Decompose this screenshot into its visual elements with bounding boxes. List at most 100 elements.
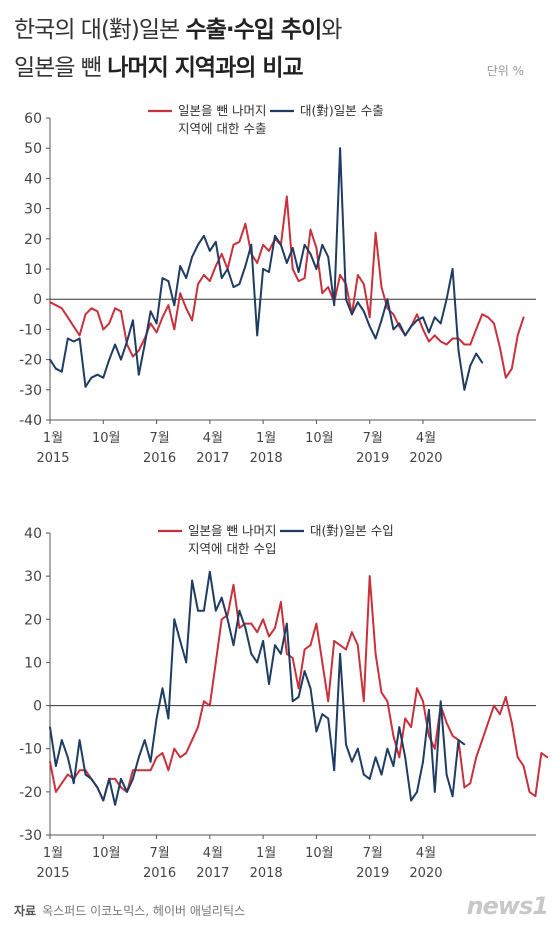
data-point (422, 700, 424, 703)
data-point (481, 313, 484, 316)
data-point (120, 358, 122, 361)
data-point (90, 307, 93, 310)
data-point (463, 786, 466, 789)
data-point (66, 756, 69, 759)
data-point (185, 661, 188, 664)
data-point (297, 280, 300, 282)
data-point (132, 778, 134, 780)
data-point (309, 644, 312, 647)
data-point (416, 791, 418, 793)
data-point (386, 298, 389, 301)
data-point (179, 292, 182, 295)
data-point (78, 334, 81, 337)
legend-label-line2: 지역에 대한 수출 (178, 121, 266, 136)
data-point (78, 739, 81, 741)
x-tick-label: 7월 (149, 431, 169, 446)
data-point (262, 243, 264, 246)
data-point (155, 322, 158, 325)
data-point (114, 343, 116, 346)
data-point (303, 648, 306, 651)
data-point (185, 752, 188, 754)
y-tick-label: 0 (33, 699, 42, 715)
data-point (321, 292, 324, 295)
data-point (540, 752, 543, 754)
data-point (315, 247, 318, 249)
data-point (380, 286, 383, 288)
data-point (60, 782, 63, 785)
import-chart: -30 -20 -10 0 10 20 30 40 1월 2015 10월 7월 2016 4월 2017 1… (19, 523, 549, 881)
data-point (185, 277, 188, 279)
data-point (439, 700, 442, 703)
data-point (173, 304, 176, 307)
data-point (49, 301, 51, 304)
data-point (226, 268, 229, 270)
data-point (504, 696, 507, 698)
x-tick-label: 10월 (92, 846, 121, 861)
y-tick-label: 40 (24, 171, 42, 187)
legend-label-line2: 지역에 대한 수입 (188, 541, 276, 556)
data-point (285, 652, 288, 655)
data-point (368, 575, 371, 577)
y-tick-label: 10 (24, 655, 42, 671)
data-point (84, 773, 87, 776)
data-point (78, 769, 81, 772)
data-point (90, 376, 93, 379)
data-point (291, 700, 294, 703)
x-year-label: 2019 (356, 451, 389, 466)
y-tick-label: 30 (24, 569, 42, 585)
x-tick-label: 1월 (256, 431, 276, 446)
y-tick-label: 20 (24, 232, 42, 248)
data-point (232, 583, 235, 586)
data-point (327, 717, 330, 720)
data-point (173, 747, 176, 750)
data-point (108, 358, 111, 361)
data-point (250, 243, 253, 246)
data-point (433, 747, 436, 750)
data-point (78, 337, 81, 340)
data-point (445, 773, 448, 776)
data-point (333, 640, 336, 642)
data-point (433, 334, 436, 337)
source-label: 자료 (14, 904, 37, 918)
data-point (374, 756, 377, 759)
data-point (66, 337, 69, 340)
data-point (96, 310, 99, 313)
data-point (457, 349, 460, 352)
data-point (262, 640, 264, 642)
data-point (291, 657, 294, 659)
data-point (250, 652, 253, 655)
data-point (463, 343, 466, 346)
data-point (268, 271, 270, 273)
x-tick-label: 4월 (416, 431, 436, 446)
data-point (451, 795, 454, 798)
data-point (291, 268, 294, 270)
data-point (475, 756, 478, 759)
y-tick-label: -10 (19, 322, 42, 338)
data-point (339, 652, 341, 655)
data-point (392, 328, 395, 331)
legend-label: 일본을 뺀 나머지 (178, 103, 266, 118)
data-point (309, 687, 312, 690)
data-point (197, 726, 199, 728)
data-point (238, 627, 241, 629)
data-point (327, 256, 330, 258)
x-tick-label: 4월 (203, 431, 223, 446)
data-point (368, 325, 371, 328)
series-line-other-regions (49, 195, 525, 379)
data-point (203, 609, 205, 612)
y-tick-label: 10 (24, 262, 42, 278)
data-point (72, 782, 75, 785)
data-point (185, 307, 188, 310)
data-point (167, 304, 170, 307)
data-point (309, 253, 312, 255)
data-point (351, 760, 353, 763)
data-point (469, 364, 472, 367)
data-point (268, 635, 270, 638)
data-point (84, 385, 87, 388)
data-point (102, 376, 105, 379)
y-tick-label: 0 (33, 292, 42, 308)
x-year-label: 2020 (409, 866, 442, 881)
data-point (469, 343, 472, 346)
data-point (238, 240, 241, 243)
data-point (268, 250, 270, 252)
